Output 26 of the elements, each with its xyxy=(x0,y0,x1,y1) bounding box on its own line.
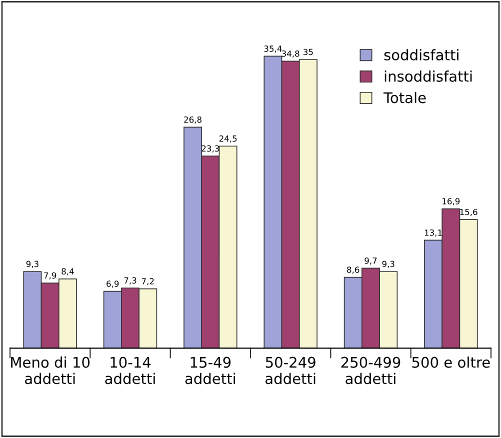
legend-label: insoddisfatti xyxy=(384,70,472,82)
x-tick-label: 500 e oltre xyxy=(412,356,490,368)
data-label: 8,6 xyxy=(347,266,360,274)
data-label: 9,3 xyxy=(382,260,394,268)
x-tick-label: 15-49 addetti xyxy=(185,356,236,384)
data-label: 35 xyxy=(304,48,313,56)
legend-label: Totale xyxy=(383,92,426,104)
data-label: 9,3 xyxy=(26,260,38,268)
x-tick-label: 10-14 addetti xyxy=(105,356,155,384)
data-label: 7,2 xyxy=(142,278,154,286)
data-label: 7,9 xyxy=(44,272,56,280)
data-label: 8,4 xyxy=(62,268,74,276)
data-label: 34,8 xyxy=(282,50,300,58)
legend-label: soddisfatti xyxy=(384,49,458,60)
data-label: 13,1 xyxy=(424,229,442,237)
data-label: 7,3 xyxy=(124,277,136,284)
data-label: 24,5 xyxy=(219,135,237,143)
data-label: 35,4 xyxy=(264,46,282,53)
data-label: 26,8 xyxy=(184,116,202,124)
x-tick-label: 50-249 addetti xyxy=(266,356,316,384)
data-label: 9,7 xyxy=(364,258,377,265)
data-label: 16,9 xyxy=(442,198,460,206)
data-label: 6,9 xyxy=(106,280,119,288)
x-tick-label: Meno di 10 addetti xyxy=(11,356,90,384)
data-label: 15,6 xyxy=(460,208,478,216)
x-tick-label: 250-499 addetti xyxy=(341,356,400,384)
